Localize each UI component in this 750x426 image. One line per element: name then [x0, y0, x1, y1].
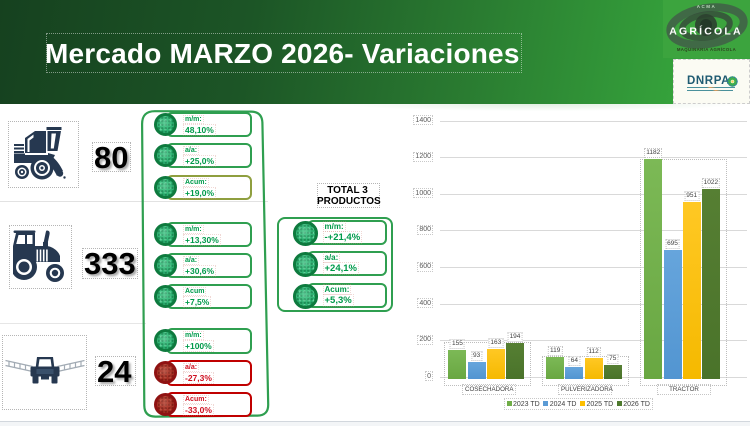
svg-text:ACMA: ACMA: [697, 4, 717, 9]
svg-text:AGRÍCOLA: AGRÍCOLA: [669, 25, 743, 38]
svg-text:MAQUINARIA AGRÍCOLA: MAQUINARIA AGRÍCOLA: [677, 47, 736, 52]
